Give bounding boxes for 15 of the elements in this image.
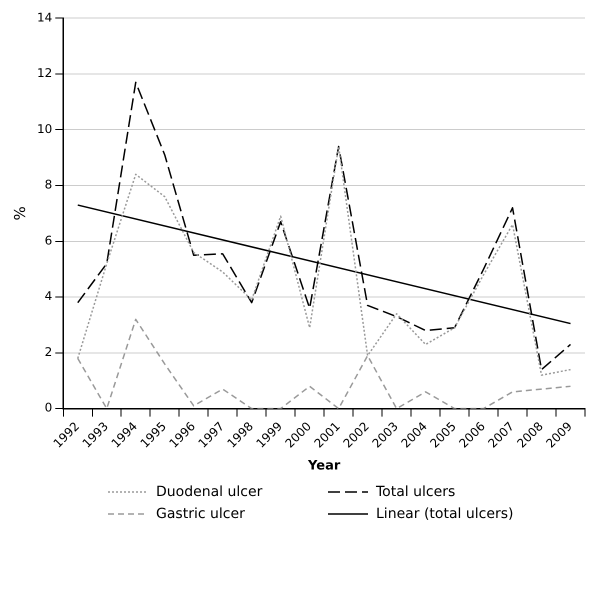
y-tick-label: 10 <box>36 122 52 136</box>
y-tick-label: 6 <box>44 233 52 248</box>
y-tick-label: 14 <box>36 10 52 24</box>
y-tick-label: 12 <box>36 66 52 80</box>
legend-label: Linear (total ulcers) <box>376 506 514 522</box>
y-tick-label: 4 <box>44 289 52 304</box>
legend-label: Total ulcers <box>376 484 456 500</box>
legend-label: Duodenal ulcer <box>156 484 262 500</box>
x-axis-title: Year <box>307 458 341 474</box>
y-tick-label: 0 <box>44 400 52 415</box>
y-tick-label: 2 <box>44 344 52 359</box>
y-axis-title: % <box>10 206 29 221</box>
y-tick-label: 8 <box>44 178 52 192</box>
line-series <box>77 82 572 370</box>
legend-label: Gastric ulcer <box>156 506 245 522</box>
